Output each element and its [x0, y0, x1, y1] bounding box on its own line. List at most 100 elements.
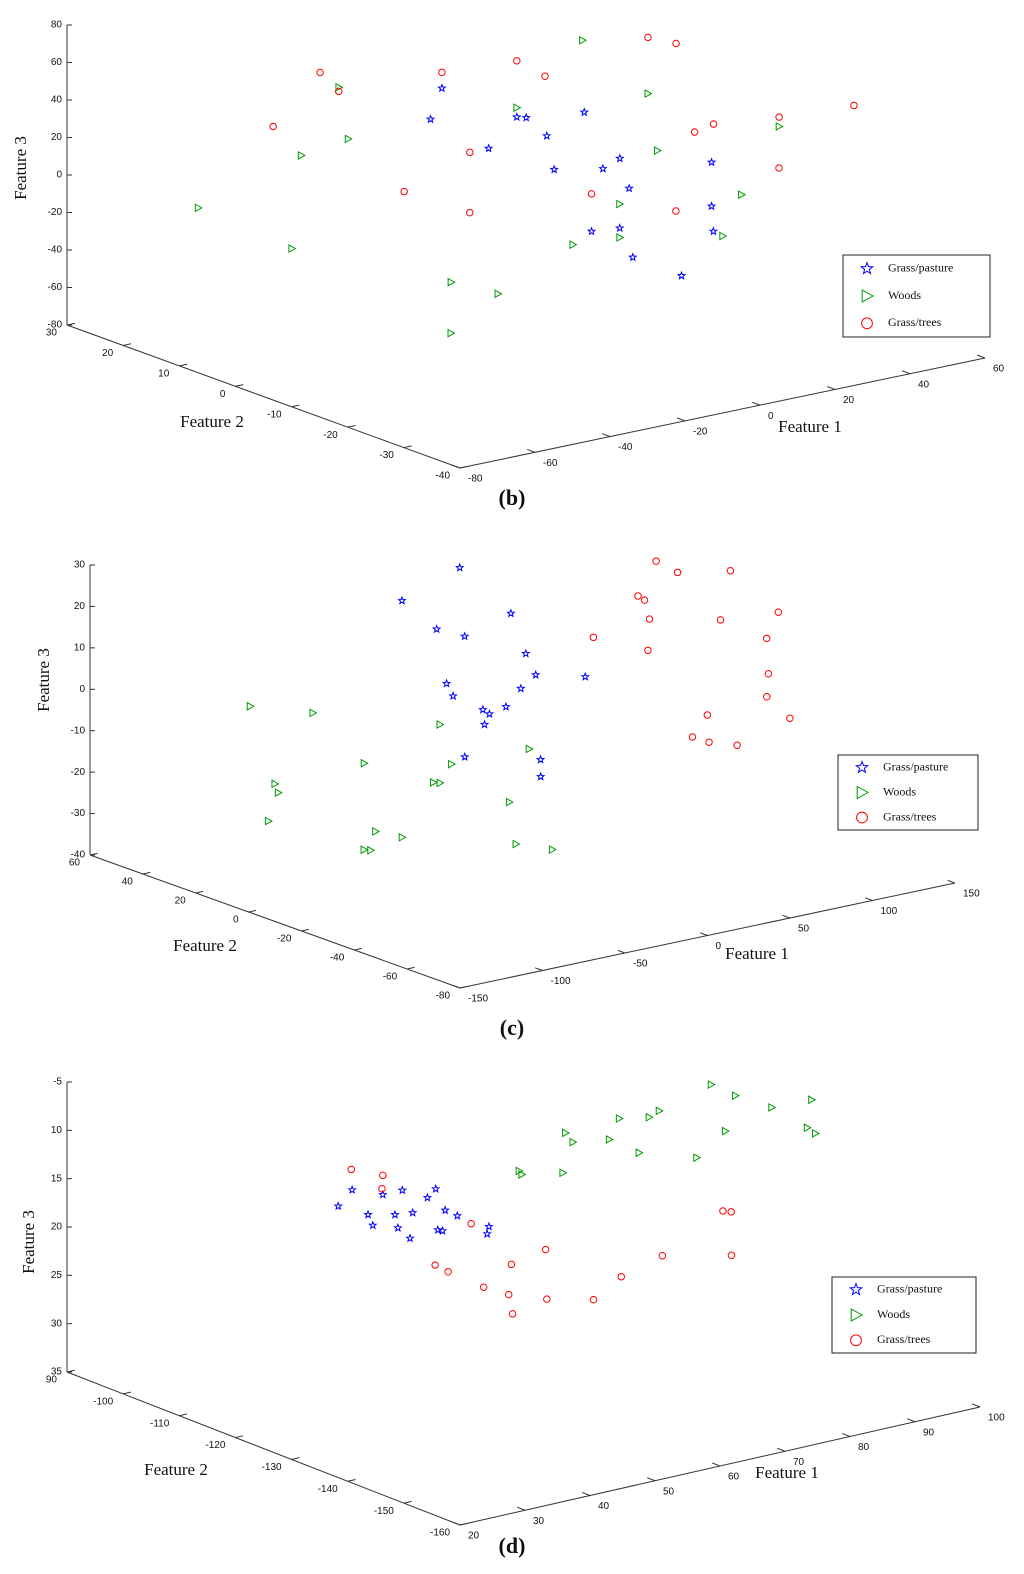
point	[727, 1251, 736, 1260]
point	[525, 744, 534, 754]
point	[587, 190, 596, 198]
legend-label: Grass/pasture	[888, 260, 953, 274]
point	[447, 277, 456, 287]
x-tick-label: 60	[993, 364, 1005, 375]
z-axis-label: Feature 3	[11, 136, 30, 200]
point	[501, 701, 511, 711]
point	[634, 592, 642, 600]
y-tick	[459, 465, 468, 469]
x-tick	[782, 914, 791, 919]
legend-label: Woods	[883, 784, 916, 798]
y-tick-label: -60	[383, 972, 398, 983]
point	[515, 1166, 524, 1176]
y-tick	[459, 985, 468, 989]
point	[543, 1295, 551, 1303]
point	[812, 1128, 821, 1138]
point	[430, 1183, 441, 1193]
point	[367, 845, 376, 855]
y-tick-label: -10	[267, 409, 282, 420]
caption: (c)	[500, 1015, 524, 1040]
point	[246, 701, 255, 711]
point	[768, 1102, 777, 1112]
point	[708, 226, 719, 236]
x-tick	[581, 1491, 591, 1496]
x-tick-label: 40	[918, 379, 930, 390]
point	[479, 719, 490, 729]
legend: Grass/pasture Woods Grass/trees	[842, 254, 991, 338]
point	[706, 201, 717, 211]
point	[645, 615, 654, 623]
caption: (d)	[499, 1533, 526, 1558]
legend-label: Grass/pasture	[877, 1281, 942, 1295]
y-tick-label: -120	[205, 1440, 225, 1451]
point	[431, 624, 442, 634]
point	[786, 714, 794, 722]
y-tick	[347, 1479, 356, 1482]
point	[271, 779, 280, 789]
point	[507, 1260, 516, 1269]
plot: -150-100-50050100150-80-60-40-200204060-…	[34, 557, 980, 1040]
z-tick-label: 10	[51, 1125, 63, 1136]
point	[658, 1251, 667, 1260]
point	[733, 741, 741, 749]
point	[454, 562, 465, 572]
point	[569, 1137, 578, 1147]
legend-marker	[856, 785, 870, 800]
point	[589, 633, 598, 642]
point	[478, 704, 488, 714]
point	[764, 670, 773, 678]
x-tick-label: 90	[923, 1427, 935, 1438]
point	[535, 771, 546, 781]
legend-marker	[861, 317, 873, 330]
z-tick-label: -10	[71, 725, 86, 736]
point	[653, 146, 662, 155]
x-tick-label: -80	[468, 474, 483, 485]
point	[709, 120, 718, 128]
point	[363, 1209, 373, 1219]
point	[372, 827, 381, 836]
y-tick	[354, 947, 362, 951]
point	[494, 289, 503, 299]
point	[655, 1106, 664, 1116]
x-tick	[971, 1403, 981, 1408]
x-tick	[751, 401, 761, 406]
x-tick	[451, 1521, 461, 1526]
point	[586, 226, 597, 236]
y-tick-label: -40	[436, 471, 451, 482]
y-axis-label: Feature 2	[173, 936, 237, 955]
point	[379, 1171, 387, 1180]
z-tick-label: -40	[48, 245, 63, 256]
y-tick-label: -20	[277, 934, 292, 945]
point	[803, 1123, 812, 1133]
point	[549, 164, 559, 174]
x-tick	[516, 1506, 526, 1511]
point	[448, 759, 457, 769]
y-axis	[89, 854, 461, 989]
y-tick-label: -140	[318, 1484, 338, 1495]
x-tick-label: 80	[858, 1442, 870, 1453]
legend-marker	[861, 289, 875, 303]
point	[397, 595, 407, 605]
point	[309, 708, 318, 718]
point	[775, 121, 784, 131]
x-tick-label: -20	[693, 426, 708, 437]
point	[615, 1114, 624, 1123]
y-tick-label: 20	[175, 896, 187, 907]
point	[508, 1310, 517, 1318]
legend-marker	[856, 811, 868, 824]
y-tick	[291, 404, 300, 408]
point	[378, 1184, 386, 1193]
legend-label: Grass/trees	[888, 315, 942, 329]
y-tick	[407, 966, 415, 970]
y-tick-label: 20	[102, 348, 114, 359]
y-tick-label: 10	[158, 368, 170, 379]
point	[628, 252, 638, 262]
point	[334, 87, 343, 96]
x-tick-label: 0	[768, 411, 774, 422]
x-axis-label: Feature 1	[755, 1463, 819, 1482]
y-tick	[403, 1500, 412, 1504]
z-tick-label: -60	[48, 282, 63, 293]
y-axis	[66, 1371, 461, 1526]
point	[775, 164, 783, 172]
